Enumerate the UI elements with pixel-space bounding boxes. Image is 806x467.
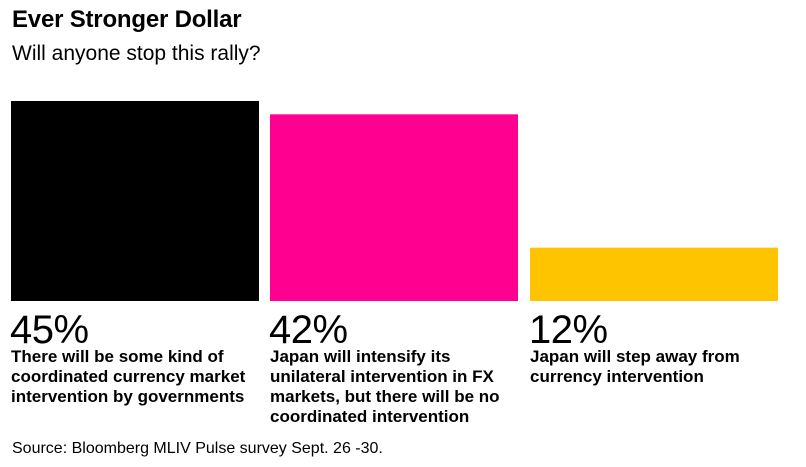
chart-subtitle: Will anyone stop this rally? (12, 42, 261, 65)
bar-3 (530, 247, 778, 301)
bar-chart (11, 101, 778, 301)
bar-value-label-2: 42% (269, 308, 348, 352)
chart-title: Ever Stronger Dollar (12, 6, 242, 33)
bar-value-label-3: 12% (529, 308, 608, 352)
bar-category-label-1: There will be some kind of coordinated c… (11, 347, 246, 406)
bar-value-label-1: 45% (10, 308, 89, 352)
bar-category-label-3: Japan will step away from currency inter… (530, 347, 740, 386)
bar-category-label-2: Japan will intensify its unilateral inte… (270, 347, 500, 426)
bar-1 (11, 101, 259, 301)
source-note: Source: Bloomberg MLIV Pulse survey Sept… (12, 440, 383, 457)
bar-2 (270, 114, 518, 301)
